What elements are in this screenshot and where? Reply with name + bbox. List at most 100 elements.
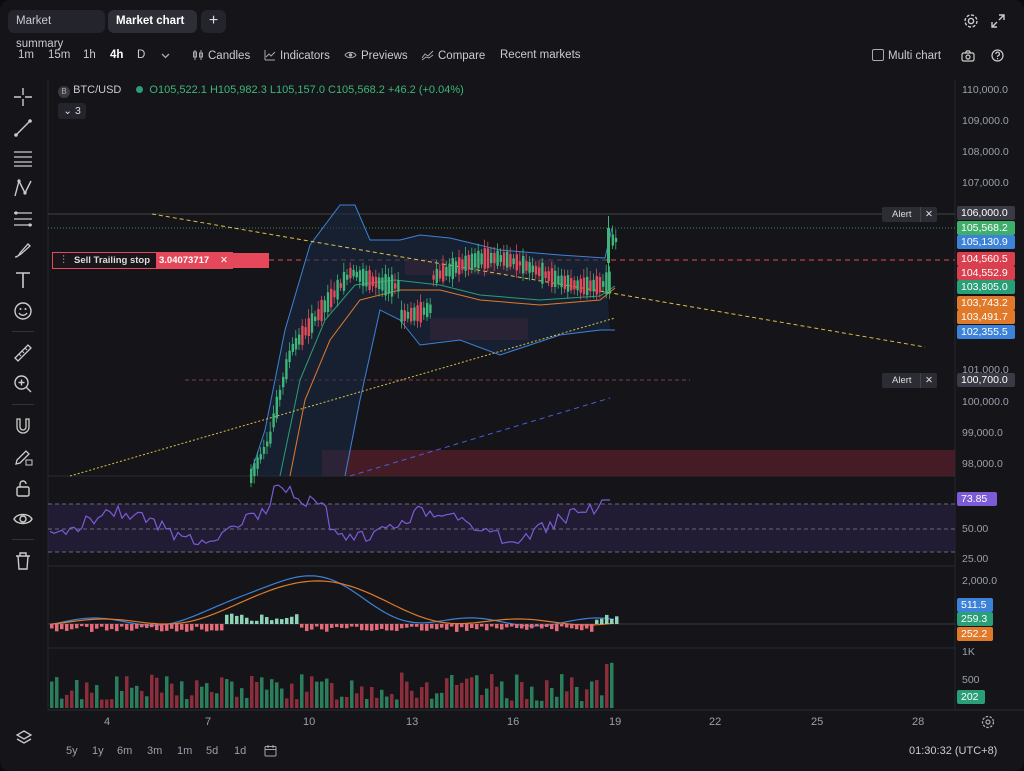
calendar-icon[interactable] — [264, 744, 277, 757]
layers-icon[interactable] — [15, 729, 33, 747]
alert-label: Alert — [892, 375, 912, 386]
zoom-in-icon[interactable] — [12, 373, 34, 395]
volume-bar — [215, 693, 219, 708]
price-tag: 104,560.5 — [957, 252, 1015, 266]
tab-market-summary[interactable]: Market summary — [8, 10, 105, 50]
indicators-icon — [264, 50, 276, 61]
emoji-icon[interactable] — [12, 300, 34, 322]
macd-histogram-bar — [470, 624, 474, 628]
multi-chart-toggle[interactable]: Multi chart — [872, 49, 941, 62]
help-icon[interactable] — [991, 49, 1004, 62]
candles-button[interactable]: Candles — [192, 49, 250, 62]
indicators-button[interactable]: Indicators — [264, 49, 330, 62]
macd-histogram-bar — [195, 624, 199, 627]
drag-handle-icon[interactable]: ⋮ — [59, 254, 69, 265]
chevron-down-icon[interactable] — [161, 53, 170, 59]
volume-bar — [530, 686, 534, 708]
pencil-lock-icon[interactable] — [12, 446, 34, 468]
add-tab-button[interactable]: + — [201, 10, 226, 33]
candle — [566, 275, 570, 292]
tool-divider — [12, 331, 34, 332]
text-icon[interactable] — [12, 269, 34, 291]
volume-bar — [385, 696, 389, 708]
fib-icon[interactable] — [12, 208, 34, 230]
candle — [598, 276, 602, 293]
volume-bar — [465, 678, 469, 708]
price-alert[interactable]: Alert ✕ — [882, 207, 937, 222]
range-5y[interactable]: 5y — [66, 745, 78, 757]
cancel-order-icon[interactable]: ✕ — [220, 255, 228, 266]
range-1y[interactable]: 1y — [92, 745, 104, 757]
interval-15m[interactable]: 15m — [48, 49, 71, 61]
crosshair-icon[interactable] — [12, 86, 34, 108]
range-bar: 5y 1y 6m 3m 1m 5d 1d 01:30:32 (UTC+8) — [0, 738, 1024, 764]
recent-markets-button[interactable]: Recent markets — [500, 49, 581, 61]
trendline — [349, 397, 611, 477]
volume-bar — [190, 695, 194, 708]
range-1d[interactable]: 1d — [234, 745, 247, 757]
macd-histogram-bar — [580, 624, 584, 631]
macd-histogram-bar — [575, 624, 579, 630]
macd-histogram-bar — [95, 624, 99, 629]
interval-1h[interactable]: 1h — [83, 49, 96, 61]
candle — [416, 305, 419, 322]
macd-histogram-bar — [230, 613, 234, 624]
pattern-icon[interactable] — [12, 177, 34, 199]
interval-1m[interactable]: 1m — [18, 49, 34, 61]
time-axis-label: 13 — [406, 716, 419, 728]
interval-d[interactable]: D — [137, 49, 146, 61]
candle — [272, 413, 275, 428]
clock-label[interactable]: 01:30:32 (UTC+8) — [909, 745, 998, 757]
macd-histogram-bar — [565, 624, 569, 628]
settings-icon[interactable] — [963, 13, 979, 29]
volume-bar — [580, 701, 584, 708]
range-5d[interactable]: 5d — [206, 745, 219, 757]
range-6m[interactable]: 6m — [117, 745, 133, 757]
candle — [602, 281, 605, 287]
remove-alert-icon[interactable]: ✕ — [920, 373, 937, 388]
macd-histogram-bar — [545, 624, 549, 627]
macd-histogram-bar — [405, 624, 409, 628]
trend-line-icon[interactable] — [12, 117, 34, 139]
camera-icon[interactable] — [961, 50, 975, 62]
volume-bar — [265, 689, 269, 708]
range-3m[interactable]: 3m — [147, 745, 163, 757]
price-alert[interactable]: Alert ✕ — [882, 373, 937, 388]
magnet-icon[interactable] — [12, 415, 34, 437]
candle — [413, 307, 416, 321]
chart-settings-icon[interactable] — [981, 715, 995, 729]
indicators-collapse-button[interactable]: ⌄ 3 — [58, 103, 86, 119]
ruler-icon[interactable] — [12, 342, 34, 364]
macd-histogram-bar — [465, 624, 469, 631]
remove-alert-icon[interactable]: ✕ — [920, 207, 937, 222]
symbol-label[interactable]: BTC/USD — [73, 84, 122, 96]
trash-icon[interactable] — [12, 550, 34, 572]
macd-histogram-bar — [285, 617, 289, 624]
brush-icon[interactable] — [12, 239, 34, 261]
tab-market-chart[interactable]: Market chart — [108, 10, 197, 33]
fullscreen-icon[interactable] — [990, 13, 1006, 29]
volume-bar — [350, 680, 354, 708]
volume-bar — [585, 689, 589, 708]
candle — [419, 302, 422, 323]
interval-4h[interactable]: 4h — [110, 49, 124, 61]
volume-bar — [570, 677, 574, 708]
candle — [282, 376, 285, 388]
trailing-stop-order[interactable]: ⋮ Sell Trailing stop 3.04073717 ✕ — [52, 252, 269, 269]
macd-histogram-bar — [510, 624, 514, 627]
multi-chart-checkbox[interactable] — [872, 49, 884, 61]
candle — [410, 307, 413, 322]
candle — [400, 309, 403, 322]
candle — [605, 272, 608, 294]
lock-icon[interactable] — [12, 477, 34, 499]
range-1m[interactable]: 1m — [177, 745, 193, 757]
candle — [371, 276, 374, 286]
horizontal-lines-icon[interactable] — [12, 147, 34, 169]
volume-bar — [105, 699, 109, 708]
previews-button[interactable]: Previews — [344, 49, 408, 62]
compare-button[interactable]: Compare — [421, 49, 485, 62]
bollinger-upper — [249, 204, 613, 477]
visibility-icon[interactable] — [12, 508, 34, 530]
volume-bar — [595, 680, 599, 708]
